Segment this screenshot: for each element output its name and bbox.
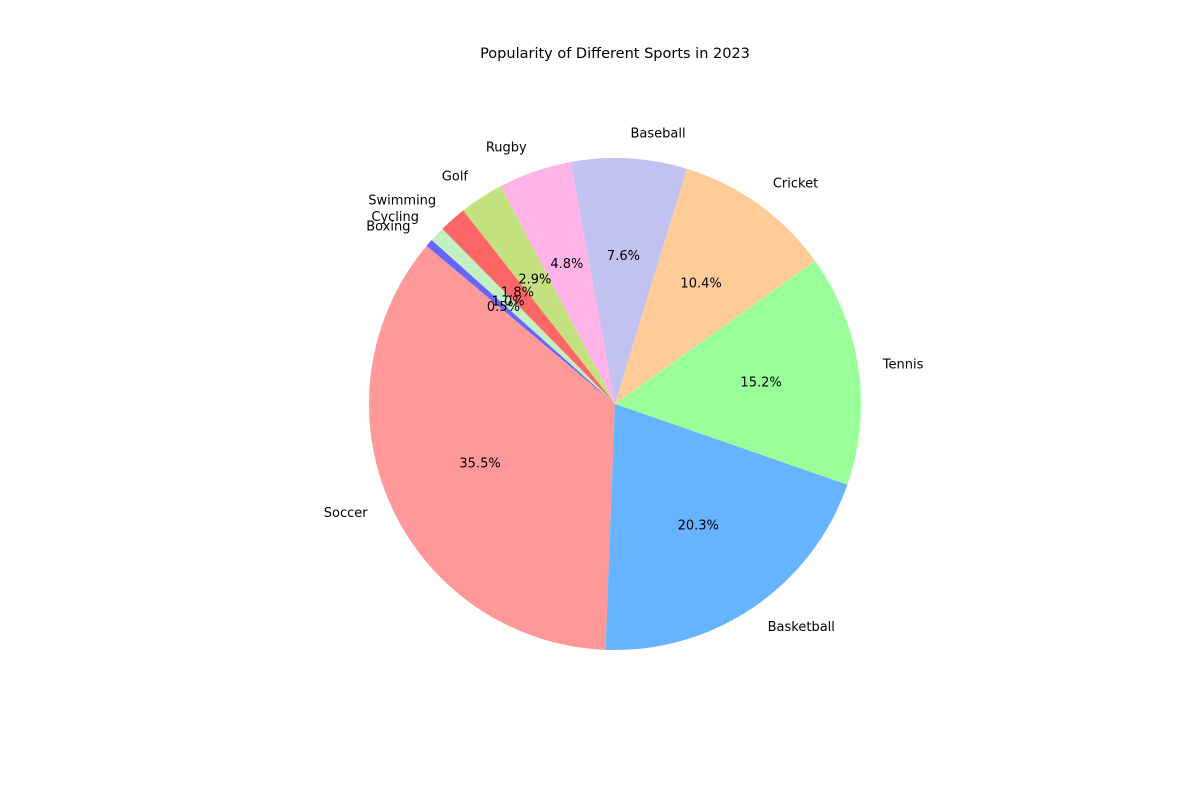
percent-labels: 35.5% 20.3% 15.2% 10.4% 7.6% 4.8%2.9%1.8%1.0%… xyxy=(459,249,781,533)
slice-label-soccer: Soccer xyxy=(324,506,368,521)
percent-label-tennis: 15.2% xyxy=(740,375,781,390)
slice-label-tennis: Tennis xyxy=(882,358,924,373)
slice-label-baseball: Baseball xyxy=(630,126,685,141)
pie-slices xyxy=(368,157,861,651)
slice-label-swimming: Swimming xyxy=(368,193,436,208)
slice-label-boxing: Boxing xyxy=(366,219,410,234)
pie-slice-basketball xyxy=(605,404,848,651)
percent-label-baseball: 7.6% xyxy=(607,249,640,264)
slice-label-basketball: Basketball xyxy=(768,620,835,635)
slice-label-cricket: Cricket xyxy=(773,177,818,192)
pie-slice-golf xyxy=(463,186,615,404)
percent-label-golf: 2.9% xyxy=(518,273,551,288)
slice-labels: Soccer Basketball Tennis Cricket Baseball Rug… xyxy=(324,126,924,635)
percent-label-cricket: 10.4% xyxy=(680,277,721,292)
percent-label-rugby: 4.8% xyxy=(550,257,583,272)
pie-slice-boxing xyxy=(426,240,615,404)
slice-label-cycling: Cycling xyxy=(371,210,419,225)
slice-label-golf: Golf xyxy=(442,169,469,184)
percent-label-cycling: 1.0% xyxy=(492,295,525,310)
pie-slice-cricket xyxy=(615,168,816,404)
percent-label-basketball: 20.3% xyxy=(678,518,719,533)
percent-label-swimming: 1.8% xyxy=(501,286,534,301)
pie-slice-swimming xyxy=(442,210,615,404)
pie-slice-baseball xyxy=(570,157,687,404)
percent-label-boxing: 0.5% xyxy=(487,300,520,315)
pie-slice-soccer xyxy=(368,245,615,650)
pie-slice-tennis xyxy=(615,260,861,485)
chart-title: Popularity of Different Sports in 2023 xyxy=(480,46,750,62)
pie-slice-rugby xyxy=(500,162,615,404)
slice-label-rugby: Rugby xyxy=(486,141,527,156)
pie-slice-cycling xyxy=(431,228,615,404)
percent-label-soccer: 35.5% xyxy=(459,456,500,471)
